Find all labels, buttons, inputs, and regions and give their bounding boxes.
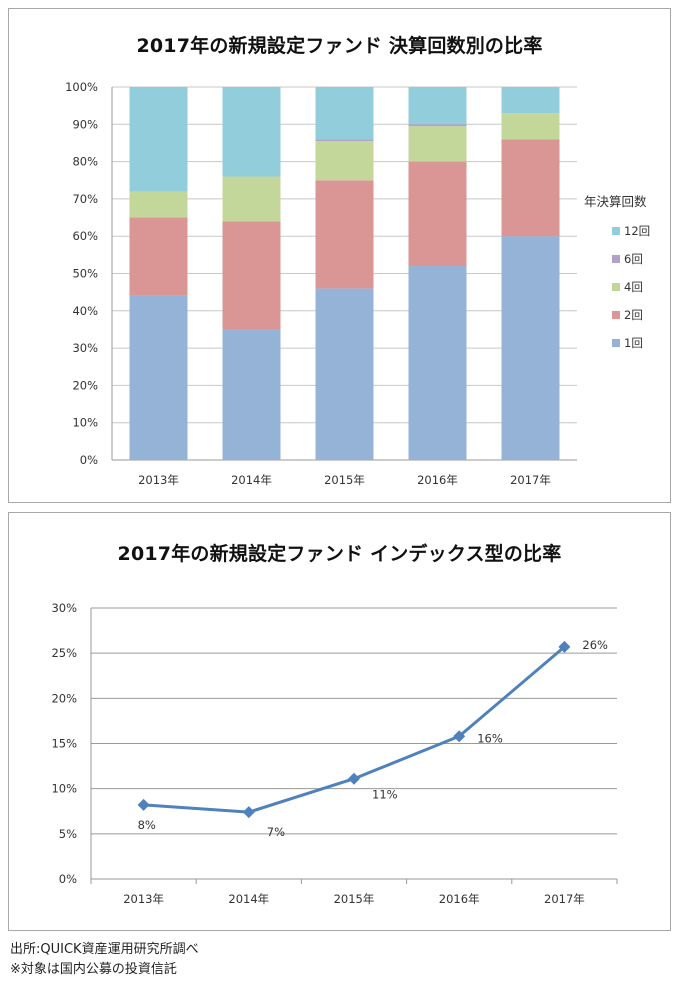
stacked-bar-chart-panel: 2017年の新規設定ファンド 決算回数別の比率 0% 10% 20% 30% 40% 50…: [8, 8, 671, 503]
legend-label: 4回: [624, 280, 643, 294]
bar-segment-12kai: [129, 87, 188, 192]
bar-segment-6kai: [315, 139, 374, 142]
y-tick-label: 25%: [51, 646, 77, 660]
x-tick-label: 2014年: [228, 892, 269, 906]
y-tick-label: 50%: [72, 267, 98, 281]
legend-label: 2回: [624, 308, 643, 322]
data-label: 8%: [138, 818, 156, 832]
x-tick-label: 2016年: [439, 892, 480, 906]
legend-title: 年決算回数: [584, 194, 647, 209]
chart-title: 2017年の新規設定ファンド インデックス型の比率: [117, 543, 562, 565]
bar-segment-6kai: [408, 124, 467, 127]
bar-segment-4kai: [408, 126, 467, 162]
bar-segment-4kai: [222, 176, 281, 222]
bar-segment-12kai: [222, 87, 281, 177]
bar-segment-4kai: [129, 191, 188, 218]
bar-segment-2kai: [315, 180, 374, 289]
bar-segment-2kai: [408, 161, 467, 267]
legend-label: 1回: [624, 336, 643, 350]
bar-segment-12kai: [315, 87, 374, 140]
bar-segment-2kai: [222, 221, 281, 330]
bar-segment-2kai: [129, 217, 188, 296]
y-tick-label: 0%: [59, 872, 77, 886]
bar-segment-1kai: [501, 236, 560, 460]
data-label: 7%: [267, 825, 285, 839]
y-tick-label: 100%: [65, 80, 98, 94]
x-tick-label: 2014年: [231, 473, 272, 487]
line-chart-panel: 2017年の新規設定ファンド インデックス型の比率 0% 5% 10% 15% 20% 2…: [8, 512, 671, 931]
bar-segment-2kai: [501, 139, 560, 237]
legend-label: 12回: [624, 224, 650, 238]
y-tick-label: 10%: [72, 416, 98, 430]
bar-segment-12kai: [501, 87, 560, 114]
data-label: 16%: [477, 731, 503, 745]
x-tick-label: 2013年: [138, 473, 179, 487]
y-tick-label: 40%: [72, 304, 98, 318]
y-tick-label: 30%: [72, 341, 98, 355]
y-tick-label: 10%: [51, 782, 77, 796]
stacked-bar-chart: 0% 10% 20% 30% 40% 50% 60% 70% 80% 90% 100% 2013年 20…: [65, 80, 650, 487]
x-tick-label: 2017年: [544, 892, 585, 906]
data-point-marker: [137, 798, 150, 811]
data-label: 11%: [372, 788, 398, 802]
data-point-marker: [453, 730, 466, 743]
bar-segment-1kai: [222, 329, 281, 460]
y-tick-label: 60%: [72, 229, 98, 243]
chart-title: 2017年の新規設定ファンド 決算回数別の比率: [136, 35, 543, 57]
series-line: [143, 645, 566, 814]
bar-segment-4kai: [315, 141, 374, 181]
bar-segment-1kai: [315, 288, 374, 460]
bar-segment-1kai: [408, 266, 467, 460]
data-point-marker: [242, 806, 255, 819]
y-tick-label: 20%: [51, 691, 77, 705]
source-note: 出所:QUICK資産運用研究所調べ: [10, 942, 199, 957]
y-tick-label: 5%: [59, 827, 77, 841]
y-tick-label: 20%: [72, 378, 98, 392]
legend-swatch: [612, 255, 620, 263]
line-chart: 0% 5% 10% 15% 20% 25% 30% 2013年 2014年 2015年 2016年 2…: [51, 601, 618, 906]
legend-swatch: [612, 227, 620, 235]
y-tick-label: 90%: [72, 117, 98, 131]
legend-swatch: [612, 339, 620, 347]
x-tick-label: 2017年: [510, 473, 551, 487]
data-label: 26%: [582, 638, 608, 652]
bar-segment-4kai: [501, 113, 560, 140]
y-tick-label: 80%: [72, 155, 98, 169]
x-tick-label: 2016年: [417, 473, 458, 487]
legend-label: 6回: [624, 252, 643, 266]
scope-note: ※対象は国内公募の投資信託: [10, 962, 177, 977]
x-tick-label: 2015年: [334, 892, 375, 906]
data-point-marker: [348, 772, 360, 785]
legend-swatch: [612, 283, 620, 291]
bar-segment-12kai: [408, 87, 467, 125]
x-tick-label: 2015年: [324, 473, 365, 487]
y-tick-label: 0%: [80, 453, 98, 467]
x-tick-label: 2013年: [123, 892, 164, 906]
bar-segment-1kai: [129, 295, 188, 460]
y-tick-label: 15%: [51, 737, 77, 751]
y-tick-label: 30%: [51, 601, 77, 615]
y-tick-label: 70%: [72, 192, 98, 206]
data-point-marker: [558, 640, 571, 653]
legend-swatch: [612, 311, 620, 319]
